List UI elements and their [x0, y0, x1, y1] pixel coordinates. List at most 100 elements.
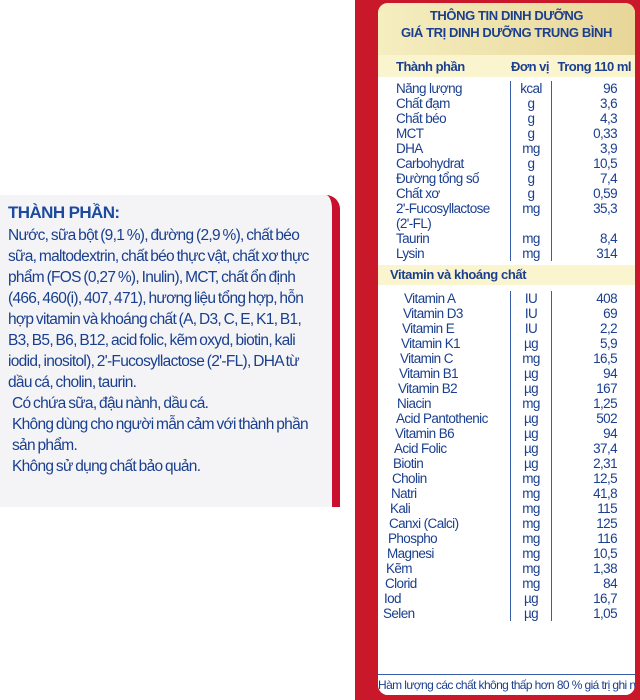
table-row: DHA mg 3,9 — [378, 141, 635, 156]
nutrient-name: Vitamin E — [402, 321, 455, 336]
nutrient-unit: mg — [510, 576, 552, 591]
table-row: Vitamin K1 µg 5,9 — [378, 336, 635, 351]
ingredients-text: Nước, sữa bột (9,1 %), đường (2,9 %), ch… — [8, 227, 309, 391]
nutrient-value: 96 — [603, 81, 617, 96]
nutrient-value: 10,5 — [593, 546, 617, 561]
nutrient-name: Niacin — [397, 396, 432, 411]
nutrient-unit: g — [510, 96, 552, 111]
nutrient-value: 1,05 — [593, 606, 617, 621]
nutrient-name: Kẽm — [386, 561, 413, 576]
nutrient-unit: µg — [510, 441, 552, 456]
nutrient-name: (2'-FL) — [396, 216, 432, 231]
nutrient-name: Năng lượng — [396, 81, 463, 96]
nutrient-name: Acid Folic — [394, 441, 447, 456]
nutrient-unit: g — [510, 156, 552, 171]
nutrient-unit: mg — [510, 561, 552, 576]
nutrient-name: Natri — [391, 486, 417, 501]
nutrient-name: Selen — [383, 606, 415, 621]
nutrient-unit: g — [510, 186, 552, 201]
nutrient-value: 5,9 — [600, 336, 618, 351]
nutrient-unit: µg — [510, 591, 552, 606]
nutrient-name: Đường tổng số — [396, 171, 479, 186]
table-row: (2'-FL) — [378, 216, 635, 231]
nutrient-name: Vitamin A — [404, 291, 456, 306]
nutrient-unit — [510, 216, 552, 231]
nutrient-value: 8,4 — [600, 231, 618, 246]
nutrient-name: MCT — [396, 126, 424, 141]
nutrient-unit: µg — [510, 411, 552, 426]
nutrient-unit: mg — [510, 516, 552, 531]
nutrient-unit: µg — [510, 606, 552, 621]
table-row: Đường tổng số g 7,4 — [378, 171, 635, 186]
nutrient-unit: µg — [510, 426, 552, 441]
nutrient-unit: mg — [510, 486, 552, 501]
column-headers: Thành phần Đơn vị Trong 110 ml — [378, 55, 635, 77]
nutrient-value: 69 — [603, 306, 617, 321]
nutrient-unit: µg — [510, 456, 552, 471]
nutrient-value: 314 — [596, 246, 617, 261]
nutrient-value: 2,31 — [593, 456, 617, 471]
nutrient-value: 37,4 — [593, 441, 617, 456]
nutrient-value: 7,4 — [600, 171, 618, 186]
table-row: Natri mg 41,8 — [378, 486, 635, 501]
nutrient-unit: mg — [510, 201, 552, 216]
footnote: Hàm lượng các chất không thấp hơn 80 % g… — [378, 674, 635, 695]
nutrient-value: 2,2 — [600, 321, 618, 336]
table-row: Vitamin B6 µg 94 — [378, 426, 635, 441]
nutrient-value: 115 — [597, 501, 617, 516]
table-row: Chất béo g 4,3 — [378, 111, 635, 126]
section-vitamins-minerals: Vitamin và khoáng chất — [378, 265, 635, 285]
nutrient-name: Vitamin B2 — [398, 381, 458, 396]
preservative-note: Không sử dụng chất bảo quản. — [12, 458, 201, 475]
nutrient-value: 4,3 — [600, 111, 618, 126]
table-row: Vitamin E IU 2,2 — [378, 321, 635, 336]
nutrition-title: THÔNG TIN DINH DƯỠNG — [429, 8, 584, 23]
nutrient-value: 35,3 — [593, 201, 617, 216]
nutrient-value: 84 — [603, 576, 617, 591]
ingredients-title: THÀNH PHẦN: — [8, 203, 120, 222]
nutrient-name: Iod — [384, 591, 402, 606]
nutrient-value: 3,6 — [600, 96, 618, 111]
nutrition-panel-background: THÔNG TIN DINH DƯỠNG GIÁ TRỊ DINH DƯỠNG … — [355, 0, 640, 700]
nutrient-name: Vitamin C — [400, 351, 453, 366]
nutrient-value: 125 — [596, 516, 617, 531]
table-row: Cholin mg 12,5 — [378, 471, 635, 486]
nutrient-unit: µg — [510, 381, 552, 396]
table-row: Acid Pantothenic µg 502 — [378, 411, 635, 426]
table-row: 2'-Fucosyllactose mg 35,3 — [378, 201, 635, 216]
nutrient-unit: kcal — [510, 81, 552, 96]
nutrient-value: 0,59 — [593, 186, 617, 201]
nutrient-unit: mg — [510, 231, 552, 246]
nutrient-name: Chất đạm — [396, 96, 450, 111]
table-row: Acid Folic µg 37,4 — [378, 441, 635, 456]
table-row: Selen µg 1,05 — [378, 606, 635, 621]
table-row: Năng lượng kcal 96 — [378, 81, 635, 96]
table-row: Carbohydrat g 10,5 — [378, 156, 635, 171]
table-row: Kẽm mg 1,38 — [378, 561, 635, 576]
nutrient-unit: µg — [510, 366, 552, 381]
nutrient-unit: mg — [510, 501, 552, 516]
header-ingredient: Thành phần — [396, 58, 465, 74]
table-row: Vitamin D3 IU 69 — [378, 306, 635, 321]
table-row: Phospho mg 116 — [378, 531, 635, 546]
nutrient-name: Vitamin D3 — [403, 306, 463, 321]
nutrient-name: Canxi (Calci) — [389, 516, 459, 531]
table-row: Vitamin C mg 16,5 — [378, 351, 635, 366]
nutrient-name: Chất xơ — [396, 186, 440, 201]
nutrient-name: Lysin — [396, 246, 425, 261]
table-row: Canxi (Calci) mg 125 — [378, 516, 635, 531]
nutrition-subtitle: GIÁ TRỊ DINH DƯỠNG TRUNG BÌNH — [400, 25, 613, 40]
nutrient-value: 41,8 — [593, 486, 617, 501]
table-row: Magnesi mg 10,5 — [378, 546, 635, 561]
nutrient-value: 16,7 — [593, 591, 617, 606]
nutrient-unit: mg — [510, 141, 552, 156]
nutrient-name: Clorid — [385, 576, 417, 591]
nutrient-unit: mg — [510, 546, 552, 561]
nutrition-table: THÔNG TIN DINH DƯỠNG GIÁ TRỊ DINH DƯỠNG … — [378, 3, 635, 695]
nutrient-unit: g — [510, 111, 552, 126]
table-row: Iod µg 16,7 — [378, 591, 635, 606]
nutrient-value: 167 — [596, 381, 617, 396]
table-row: Vitamin B1 µg 94 — [378, 366, 635, 381]
nutrient-name: Cholin — [392, 471, 427, 486]
table-row: Kali mg 115 — [378, 501, 635, 516]
